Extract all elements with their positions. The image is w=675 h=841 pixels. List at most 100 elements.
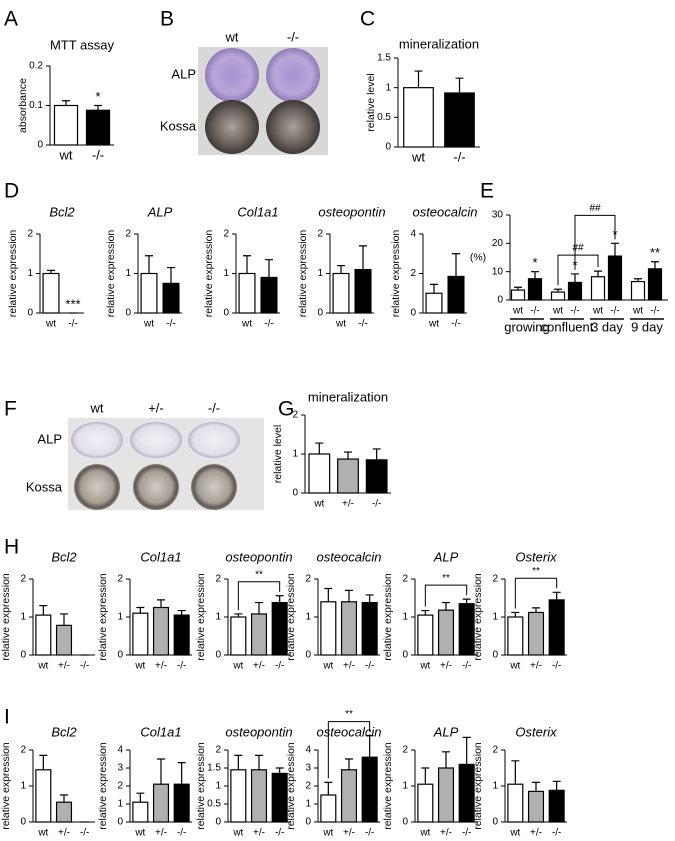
column-label: +/- bbox=[148, 400, 164, 415]
error-bar bbox=[62, 100, 70, 106]
x-tick-label: -/- bbox=[372, 499, 381, 510]
y-axis-label: relative expression bbox=[472, 742, 484, 830]
y-tick-label: 1 bbox=[317, 268, 323, 279]
y-tick-label: 1 bbox=[385, 82, 391, 93]
bar bbox=[548, 599, 565, 656]
bracket-label: ** bbox=[345, 709, 353, 720]
x-tick-label: wt bbox=[134, 828, 145, 839]
y-tick-label: 2 bbox=[117, 781, 123, 792]
x-tick-label: -/- bbox=[358, 319, 367, 330]
y-tick-label: 3 bbox=[305, 763, 311, 774]
error-bar bbox=[39, 605, 48, 616]
x-tick-label: -/- bbox=[610, 306, 619, 317]
panel-letter: G bbox=[278, 398, 294, 421]
bar bbox=[132, 612, 149, 656]
error-bar bbox=[552, 591, 561, 600]
y-axis-label: absorbance bbox=[17, 78, 29, 133]
chart-title: ALP bbox=[433, 549, 459, 564]
error-bar bbox=[611, 242, 619, 257]
well bbox=[74, 464, 120, 510]
x-tick-label: wt bbox=[592, 306, 603, 317]
error-bar bbox=[94, 104, 102, 111]
chart-title: Osterix bbox=[515, 549, 557, 564]
group-label: confluent bbox=[541, 319, 594, 334]
panel-letter: B bbox=[160, 8, 174, 31]
x-tick-label: -/- bbox=[275, 828, 284, 839]
bar bbox=[361, 601, 378, 656]
bar bbox=[337, 458, 359, 494]
bar bbox=[42, 272, 60, 314]
bar bbox=[417, 614, 434, 656]
error-bar bbox=[532, 607, 540, 613]
y-tick-label: 0 bbox=[215, 817, 221, 828]
well bbox=[71, 422, 123, 458]
column-label: -/- bbox=[287, 29, 299, 44]
x-tick-label: wt bbox=[232, 661, 243, 672]
error-bar bbox=[442, 601, 450, 611]
error-bar bbox=[365, 735, 374, 758]
x-tick-label: +/- bbox=[440, 661, 452, 672]
error-bar bbox=[324, 587, 333, 602]
y-axis-label: relative expression bbox=[0, 742, 12, 830]
error-bar bbox=[442, 751, 450, 768]
bracket-label: ## bbox=[572, 243, 584, 254]
y-tick-label: 0 bbox=[20, 650, 26, 661]
bracket bbox=[424, 584, 468, 607]
well bbox=[191, 464, 237, 510]
x-tick-label: -/- bbox=[462, 828, 471, 839]
error-bar bbox=[157, 599, 165, 608]
y-axis-label: relative expression bbox=[105, 230, 117, 318]
x-tick-label: wt bbox=[419, 828, 430, 839]
y-tick-label: 0 bbox=[117, 817, 123, 828]
y-tick-label: 1 bbox=[492, 781, 498, 792]
column-label: -/- bbox=[208, 400, 220, 415]
y-tick-label: 1 bbox=[215, 612, 221, 623]
error-bar bbox=[421, 767, 430, 785]
error-bar bbox=[255, 754, 263, 770]
y-tick-label: 2 bbox=[305, 781, 311, 792]
error-bar bbox=[177, 609, 186, 616]
y-tick-label: 0 bbox=[125, 308, 131, 319]
bar bbox=[548, 789, 565, 823]
y-tick-label: 2 bbox=[20, 574, 26, 585]
y-tick-label: 2 bbox=[402, 745, 408, 756]
y-tick-label: 2 bbox=[317, 229, 323, 240]
x-tick-label: wt bbox=[512, 306, 523, 317]
x-tick-label: +/- bbox=[530, 661, 542, 672]
x-tick-label: wt bbox=[322, 828, 333, 839]
bar bbox=[173, 614, 190, 656]
y-tick-label: 2 bbox=[20, 745, 26, 756]
error-bar bbox=[634, 278, 642, 282]
chart-title: ALP bbox=[147, 204, 173, 219]
x-tick-label: +/- bbox=[253, 661, 265, 672]
y-axis-label: relative expression bbox=[285, 742, 297, 830]
significance: ** bbox=[650, 245, 660, 260]
y-tick-label: 3 bbox=[117, 763, 123, 774]
y-axis-label: relative expression bbox=[195, 742, 207, 830]
y-tick-label: 2 bbox=[215, 574, 221, 585]
error-bar bbox=[337, 265, 345, 274]
group-label: 9 day bbox=[631, 319, 663, 334]
error-bar bbox=[372, 448, 381, 460]
error-bar bbox=[47, 269, 55, 274]
row-label: ALP bbox=[37, 431, 62, 446]
x-tick-label: wt bbox=[232, 828, 243, 839]
y-tick-label: 4 bbox=[117, 745, 123, 756]
y-axis-label: relative expression bbox=[390, 230, 402, 318]
bar bbox=[340, 601, 358, 656]
y-tick-label: 0 bbox=[292, 488, 298, 499]
x-tick-label: -/- bbox=[365, 661, 374, 672]
chart-title: Col1a1 bbox=[237, 204, 278, 219]
significance: * bbox=[95, 89, 100, 104]
y-tick-label: 0 bbox=[385, 142, 391, 153]
y-tick-label: 0 bbox=[223, 308, 229, 319]
well bbox=[266, 48, 320, 102]
error-bar bbox=[345, 589, 353, 602]
bar bbox=[340, 769, 358, 823]
bar bbox=[332, 272, 350, 314]
error-bar bbox=[421, 609, 430, 616]
bar bbox=[361, 756, 378, 823]
error-bar bbox=[462, 736, 471, 765]
error-bar bbox=[234, 613, 243, 617]
